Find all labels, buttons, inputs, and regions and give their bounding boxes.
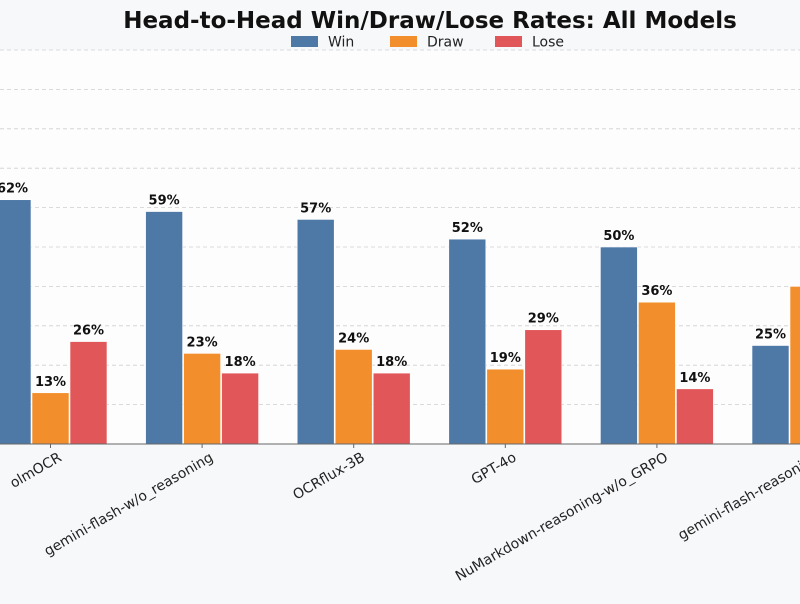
data-label: 29%	[528, 312, 559, 327]
data-label: 26%	[73, 324, 104, 339]
bar-lose	[676, 388, 714, 445]
bar-draw	[789, 286, 800, 445]
bar-win	[751, 345, 790, 445]
bar-draw	[183, 353, 221, 445]
data-label: 24%	[338, 331, 369, 346]
legend-swatch-lose	[495, 36, 522, 47]
data-label: 52%	[452, 221, 483, 236]
bar-draw	[334, 349, 373, 445]
data-label: 13%	[35, 375, 66, 390]
data-label: 57%	[300, 201, 331, 216]
bar-win	[448, 238, 487, 445]
bar-draw	[31, 392, 70, 445]
grid-lines	[0, 49, 800, 406]
legend-swatch-win	[291, 36, 318, 47]
bar-win	[0, 199, 32, 445]
bar-win	[145, 211, 183, 445]
legend-label: Win	[328, 35, 354, 51]
data-label: 59%	[149, 194, 180, 209]
legend: Win Draw Lose	[291, 35, 564, 51]
bars	[0, 199, 800, 445]
data-label: 62%	[0, 182, 28, 197]
data-label: 25%	[755, 328, 786, 343]
bar-draw	[638, 301, 676, 445]
data-labels: 62% 13% 26% 59% 23% 18% 57% 24% 18% 52% 19% 29% 50% 3…	[0, 182, 786, 390]
bar-lose	[372, 372, 411, 445]
bar-lose	[221, 372, 259, 445]
data-label: 18%	[225, 355, 256, 370]
data-label: 23%	[187, 335, 218, 350]
data-label: 50%	[603, 229, 634, 244]
data-label: 18%	[376, 355, 407, 370]
bar-win	[296, 219, 335, 445]
bar-lose	[69, 341, 108, 445]
legend-swatch-draw	[390, 36, 417, 47]
bar-lose	[524, 329, 563, 445]
bar-win	[600, 246, 638, 445]
data-label: 36%	[641, 284, 672, 299]
chart-title: Head-to-Head Win/Draw/Lose Rates: All Mo…	[123, 8, 737, 34]
legend-label: Lose	[532, 35, 564, 51]
data-label: 14%	[679, 371, 710, 386]
data-label: 19%	[490, 351, 521, 366]
bar-draw	[486, 368, 525, 445]
legend-label: Draw	[427, 35, 464, 51]
